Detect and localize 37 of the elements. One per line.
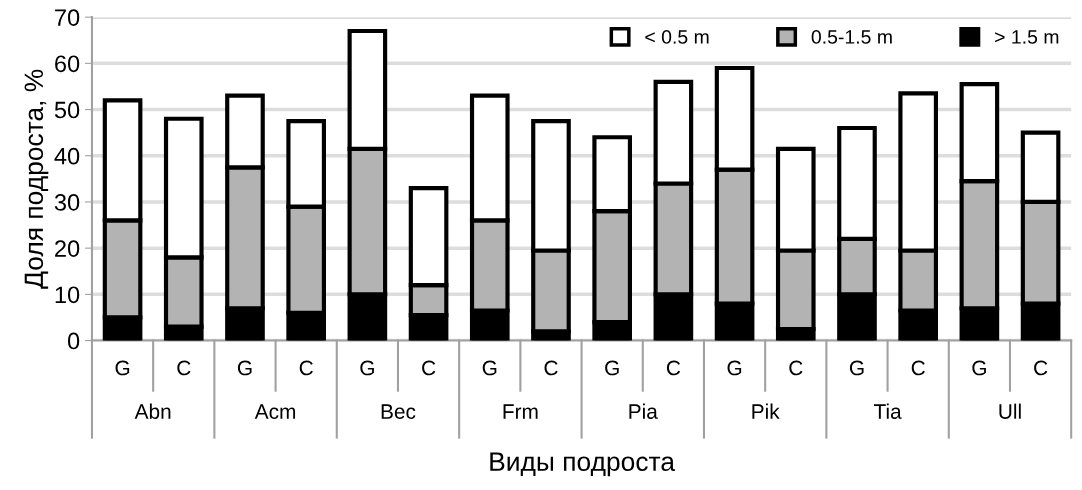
y-tick-label: 30 (54, 194, 80, 211)
x-tick-label: C (789, 360, 803, 376)
y-tick-label: 40 (54, 147, 80, 165)
x-tick-label: C (299, 360, 313, 376)
legend-label: 0.5-1.5 m (811, 30, 892, 44)
x-tick-label: C (1034, 360, 1048, 376)
text: Bec (381, 404, 416, 419)
x-tick-label: C (177, 360, 191, 376)
text: Frm (503, 404, 538, 419)
text: Ull (999, 403, 1021, 419)
text: Pia (629, 403, 658, 419)
x-tick-label: C (666, 360, 681, 376)
y-tick-label: 0 (67, 332, 80, 350)
x-tick-label: G (482, 360, 497, 376)
text: Pik (752, 403, 780, 419)
x-tick-label: C (911, 360, 925, 376)
x-tick-label: G (115, 360, 130, 376)
x-tick-label: G (237, 360, 252, 376)
x-tick-label: G (605, 360, 619, 376)
x-tick-label: C (544, 360, 558, 376)
y-tick-label: 10 (55, 286, 80, 304)
legend-label: > 1.5 m (995, 30, 1059, 44)
x-tick-label: G (972, 360, 986, 376)
text: Tia (873, 403, 902, 419)
y-tick-label: 50 (54, 101, 80, 119)
y-axis-title: Доля подроста, % (24, 69, 49, 289)
x-tick-label: G (849, 360, 864, 376)
x-tick-label: G (360, 360, 374, 376)
y-tick-label: 20 (55, 240, 80, 257)
legend-label: < 0.5 m (645, 30, 709, 44)
text: Abn (134, 403, 171, 419)
x-axis-title: Виды подроста (490, 452, 675, 477)
x-tick-label: C (422, 360, 436, 376)
x-tick-label: G (727, 360, 742, 376)
y-tick-label: 60 (55, 55, 80, 73)
y-tick-label: 70 (55, 9, 80, 26)
text: Acm (254, 404, 296, 419)
